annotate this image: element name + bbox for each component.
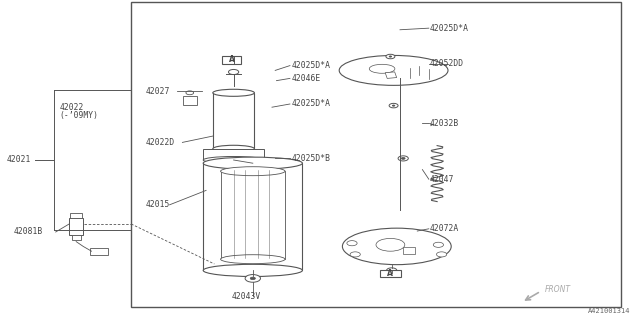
Text: FRONT: FRONT — [545, 285, 572, 294]
Text: 42027: 42027 — [146, 87, 170, 96]
Ellipse shape — [221, 255, 285, 264]
Bar — [385, 72, 397, 78]
Circle shape — [228, 69, 239, 75]
Bar — [183, 96, 197, 105]
Circle shape — [389, 103, 398, 108]
Ellipse shape — [221, 167, 285, 176]
Ellipse shape — [204, 157, 303, 169]
Circle shape — [347, 241, 357, 246]
Ellipse shape — [204, 264, 303, 276]
Text: 42025D*B: 42025D*B — [291, 154, 330, 163]
Circle shape — [186, 91, 194, 95]
Text: 42081B: 42081B — [14, 228, 44, 236]
Circle shape — [401, 157, 405, 159]
Bar — [403, 247, 415, 254]
Circle shape — [387, 268, 397, 273]
Text: 42022D: 42022D — [146, 138, 175, 147]
Text: (-’09MY): (-’09MY) — [60, 111, 99, 120]
Bar — [131, 2, 621, 307]
Text: 42022: 42022 — [60, 103, 84, 112]
Circle shape — [386, 54, 395, 59]
Text: A: A — [228, 55, 235, 65]
Bar — [69, 218, 83, 235]
Ellipse shape — [204, 156, 264, 164]
FancyArrowPatch shape — [431, 124, 433, 126]
Ellipse shape — [212, 89, 255, 96]
Bar — [90, 248, 108, 255]
Bar — [222, 56, 241, 64]
Text: 42032B: 42032B — [430, 119, 460, 128]
Text: 42015: 42015 — [146, 200, 170, 209]
Bar — [380, 270, 401, 277]
Text: A421001314: A421001314 — [588, 308, 630, 314]
Text: 42043V: 42043V — [232, 292, 261, 301]
Ellipse shape — [342, 228, 451, 265]
Bar — [221, 171, 285, 259]
Text: 42021: 42021 — [6, 156, 31, 164]
Ellipse shape — [376, 238, 404, 251]
Bar — [204, 163, 302, 270]
Circle shape — [392, 105, 395, 106]
Text: A: A — [387, 269, 394, 278]
Text: 42025D*A: 42025D*A — [291, 100, 330, 108]
Bar — [212, 93, 255, 149]
Text: 42072A: 42072A — [430, 224, 460, 233]
Text: 42046E: 42046E — [291, 74, 321, 83]
Circle shape — [245, 275, 260, 282]
Ellipse shape — [212, 145, 255, 152]
Bar — [72, 235, 81, 240]
Text: 42025D*A: 42025D*A — [430, 24, 469, 33]
Text: 42052DD: 42052DD — [430, 60, 464, 68]
Bar — [204, 149, 264, 160]
Circle shape — [350, 252, 360, 257]
Circle shape — [433, 242, 444, 247]
Circle shape — [389, 56, 392, 57]
Bar — [70, 213, 82, 218]
Circle shape — [398, 156, 408, 161]
Ellipse shape — [339, 55, 448, 85]
Circle shape — [436, 252, 447, 257]
Circle shape — [250, 277, 255, 280]
Text: 42047: 42047 — [430, 175, 454, 184]
Ellipse shape — [369, 64, 395, 73]
Text: 42025D*A: 42025D*A — [291, 61, 330, 70]
